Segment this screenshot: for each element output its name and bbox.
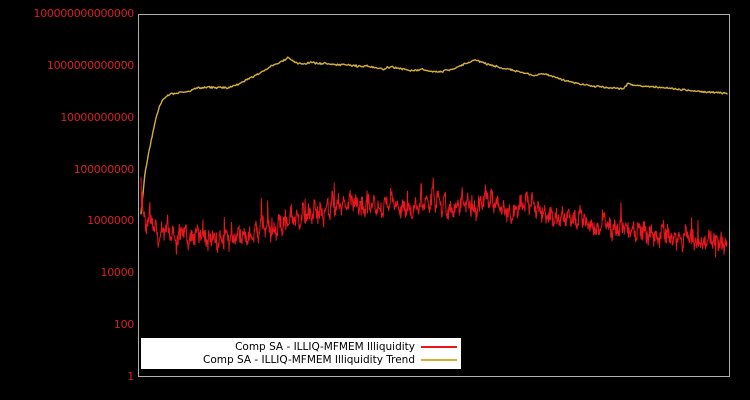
y-axis-tick-label: 1000000 [87, 214, 134, 228]
y-axis-tick-label: 1000000000000 [46, 58, 134, 72]
series-line-trend [140, 56, 728, 215]
y-axis-tick-label: 10000 [100, 266, 135, 280]
legend-label-illiquidity: Comp SA - ILLIQ-MFMEM Illiquidity [235, 340, 415, 353]
y-axis-tick-label: 100 [113, 318, 134, 332]
legend-item-illiquidity-trend[interactable]: Comp SA - ILLIQ-MFMEM Illiquidity Trend [145, 353, 457, 366]
y-axis-tick-labels: 100000000000000 1000000000000 10000000000 1… [0, 0, 135, 400]
legend-label-illiquidity-trend: Comp SA - ILLIQ-MFMEM Illiquidity Trend [203, 353, 415, 366]
y-axis-tick-label: 100000000 [73, 162, 135, 176]
y-axis-tick-label: 1 [127, 370, 134, 383]
series-line-illiquidity [140, 177, 728, 258]
plot-area [138, 14, 730, 377]
series-canvas [140, 56, 728, 258]
chart-legend: Comp SA - ILLIQ-MFMEM Illiquidity Comp S… [141, 338, 461, 369]
legend-swatch-illiquidity-trend [421, 358, 457, 361]
y-axis-tick-label: 10000000000 [60, 110, 134, 124]
y-axis-tick-label: 100000000000000 [33, 7, 135, 20]
legend-item-illiquidity[interactable]: Comp SA - ILLIQ-MFMEM Illiquidity [145, 340, 457, 353]
legend-swatch-illiquidity [421, 345, 457, 348]
